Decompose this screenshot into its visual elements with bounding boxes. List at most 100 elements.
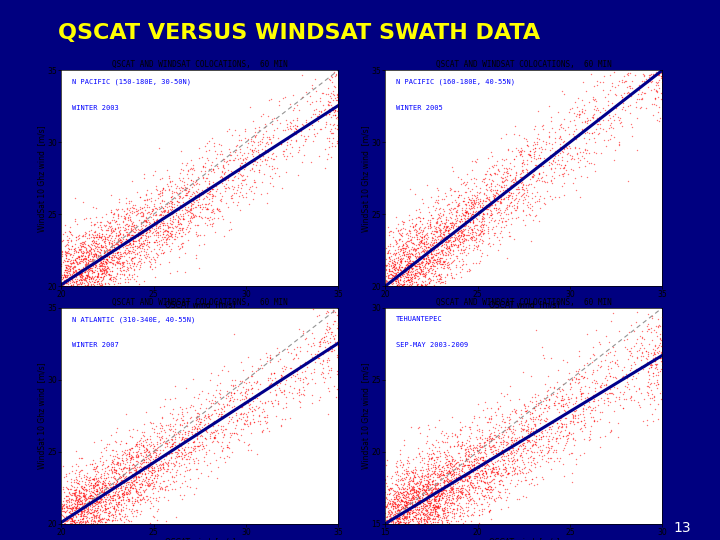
- Point: [145, 470, 157, 479]
- Point: [114, 473, 126, 482]
- Point: [174, 228, 185, 237]
- Point: [88, 227, 99, 236]
- Point: [203, 190, 215, 199]
- Point: [458, 473, 469, 482]
- Point: [536, 122, 547, 131]
- Point: [401, 493, 413, 502]
- Point: [131, 207, 143, 216]
- Point: [295, 390, 307, 399]
- Point: [444, 469, 456, 477]
- Point: [95, 502, 107, 510]
- Point: [521, 167, 533, 176]
- Point: [279, 414, 291, 423]
- Point: [446, 467, 457, 475]
- Point: [415, 508, 427, 516]
- Point: [127, 477, 139, 486]
- Point: [642, 78, 653, 86]
- Point: [56, 275, 68, 284]
- Point: [397, 266, 408, 274]
- Point: [455, 226, 467, 235]
- Point: [121, 236, 132, 245]
- Point: [240, 179, 251, 188]
- Point: [67, 516, 78, 525]
- Point: [236, 395, 248, 403]
- Point: [383, 260, 395, 268]
- Point: [477, 441, 488, 450]
- Point: [417, 510, 428, 518]
- Point: [485, 436, 497, 444]
- Point: [109, 273, 120, 282]
- Point: [559, 439, 571, 448]
- Point: [96, 230, 107, 238]
- Point: [461, 179, 472, 188]
- Point: [83, 494, 94, 503]
- Point: [107, 277, 118, 286]
- Point: [390, 489, 401, 497]
- Point: [78, 246, 89, 255]
- Point: [65, 262, 76, 271]
- Point: [167, 444, 179, 453]
- Point: [73, 510, 84, 518]
- Point: [60, 279, 72, 287]
- Point: [413, 449, 425, 457]
- Point: [402, 498, 414, 507]
- Point: [385, 227, 397, 236]
- Point: [451, 433, 462, 441]
- Point: [474, 230, 485, 238]
- Point: [519, 473, 531, 482]
- Point: [124, 454, 135, 462]
- Point: [385, 260, 397, 269]
- Point: [451, 503, 463, 512]
- Point: [289, 372, 301, 381]
- Point: [117, 450, 129, 458]
- Point: [454, 487, 466, 495]
- Point: [405, 259, 416, 268]
- Point: [463, 464, 474, 473]
- Point: [106, 494, 117, 502]
- Point: [411, 504, 423, 513]
- Point: [73, 497, 85, 506]
- Point: [170, 231, 181, 240]
- Point: [108, 243, 120, 252]
- Point: [564, 384, 576, 393]
- Point: [87, 249, 99, 258]
- Point: [380, 271, 392, 280]
- Point: [137, 240, 148, 248]
- Point: [102, 503, 114, 512]
- Point: [58, 496, 69, 505]
- Point: [140, 447, 152, 455]
- Point: [595, 108, 606, 117]
- Point: [175, 448, 186, 456]
- Point: [397, 480, 409, 489]
- Point: [109, 488, 121, 496]
- Point: [498, 208, 510, 217]
- Point: [420, 510, 431, 518]
- Point: [577, 407, 589, 416]
- Point: [192, 432, 203, 441]
- Point: [92, 247, 104, 255]
- Point: [261, 357, 272, 366]
- Point: [451, 252, 463, 261]
- Point: [70, 273, 81, 281]
- Point: [594, 382, 606, 390]
- Point: [121, 259, 132, 267]
- Point: [166, 231, 177, 239]
- Point: [126, 470, 138, 478]
- Point: [326, 129, 338, 137]
- Point: [73, 471, 85, 480]
- Point: [73, 487, 85, 496]
- Point: [77, 255, 89, 264]
- Point: [322, 410, 333, 418]
- Point: [490, 430, 501, 439]
- Point: [329, 68, 341, 76]
- Point: [537, 475, 549, 483]
- Point: [300, 357, 311, 366]
- Point: [438, 211, 449, 220]
- Point: [449, 491, 460, 500]
- Point: [109, 240, 121, 249]
- Point: [102, 233, 114, 241]
- Point: [456, 228, 468, 237]
- Point: [99, 444, 110, 453]
- Point: [189, 195, 200, 204]
- Point: [166, 193, 177, 201]
